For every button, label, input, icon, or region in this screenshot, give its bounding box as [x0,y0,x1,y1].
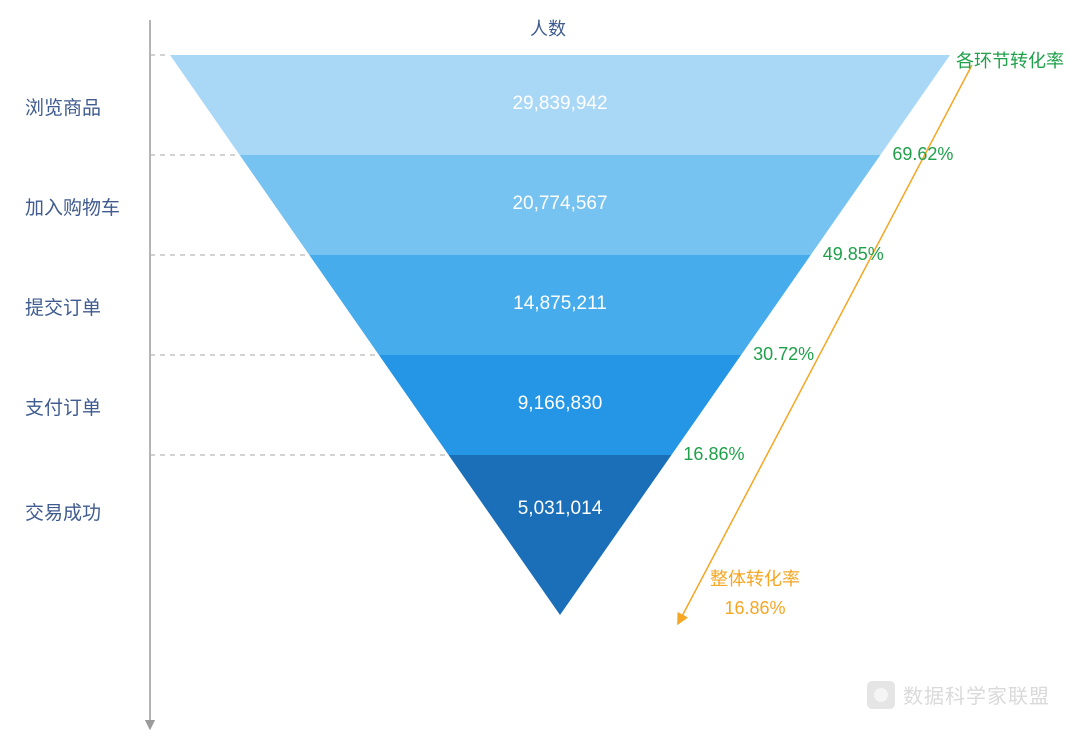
stage-rate: 30.72% [753,344,814,365]
stage-rate: 16.86% [683,444,744,465]
stage-label: 交易成功 [25,498,101,525]
overall-rate-label: 整体转化率 [710,565,800,594]
stage-rate: 69.62% [892,144,953,165]
stage-label: 支付订单 [25,393,101,420]
stage-value: 29,839,942 [460,93,660,115]
chart-title-top: 人数 [530,15,566,41]
stage-value: 20,774,567 [460,193,660,215]
watermark-text: 数据科学家联盟 [903,680,1050,709]
stage-rate: 49.85% [823,244,884,265]
wechat-icon [867,681,895,709]
stage-value: 5,031,014 [460,498,660,520]
stage-label: 提交订单 [25,293,101,320]
overall-rate-value: 16.86% [710,594,800,623]
stage-value: 9,166,830 [460,393,660,415]
overall-rate-block: 整体转化率 16.86% [710,565,800,623]
chart-container: 人数 各环节转化率 浏览商品 29,839,942 加入购物车 20,774,567 6… [0,0,1080,739]
stage-value: 14,875,211 [460,293,660,315]
watermark: 数据科学家联盟 [867,680,1050,709]
stage-label: 浏览商品 [25,93,101,120]
chart-title-right: 各环节转化率 [956,47,1064,73]
stage-label: 加入购物车 [25,193,120,220]
